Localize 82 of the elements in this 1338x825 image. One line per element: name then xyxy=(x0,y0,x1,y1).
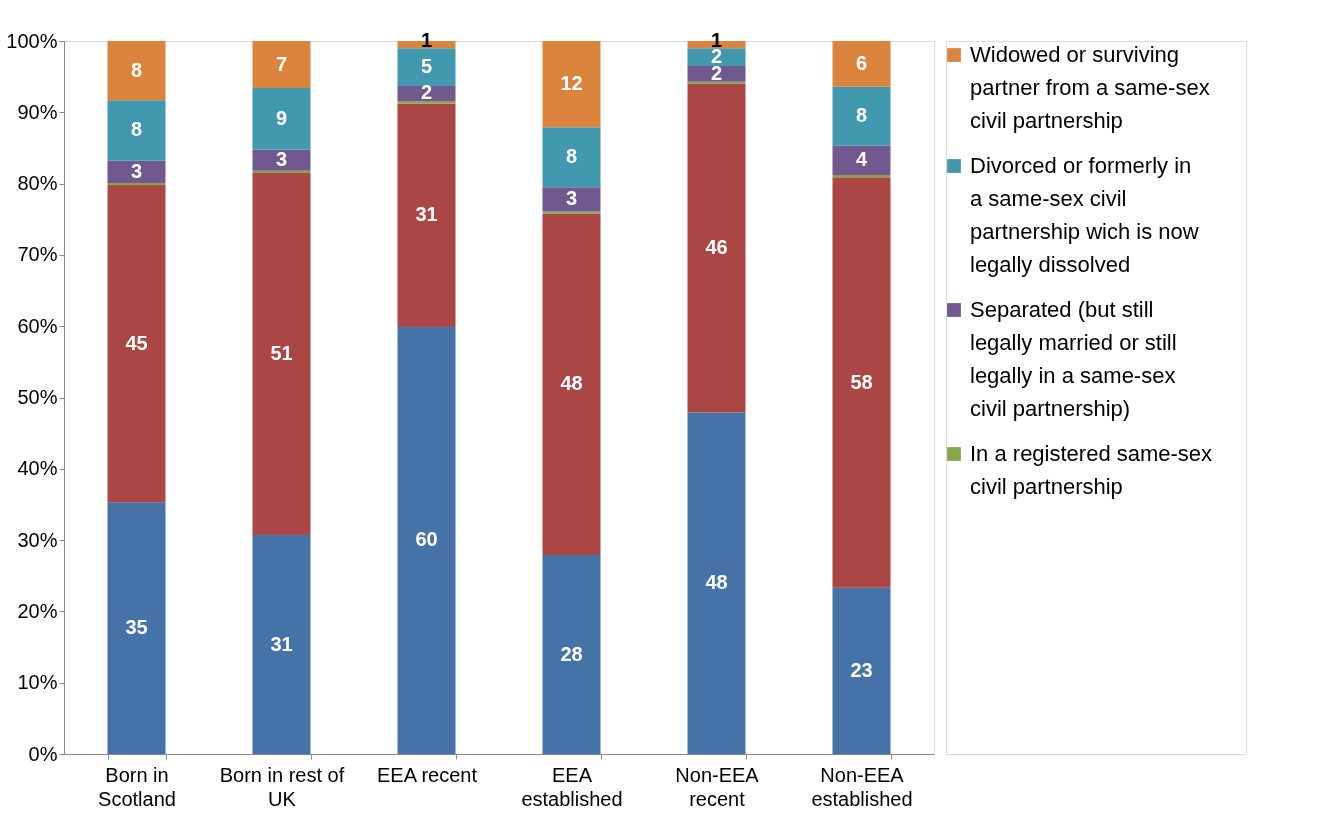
bar xyxy=(542,41,601,128)
data-label: 46 xyxy=(705,236,728,259)
legend-label: Divorced or formerly in a same-sex civil partnership wich is now legally dissolved xyxy=(970,153,1199,277)
data-label: 8 xyxy=(565,145,578,168)
data-label: 8 xyxy=(130,58,143,81)
y-tick-label: 100% xyxy=(6,29,58,52)
bar xyxy=(107,502,166,754)
x-tick-label: Born in Scotland xyxy=(98,763,176,810)
bar xyxy=(252,170,311,173)
bar xyxy=(832,41,891,87)
y-tick-label: 80% xyxy=(17,172,58,195)
bar xyxy=(107,41,166,101)
data-label: 8 xyxy=(855,104,868,127)
bar xyxy=(397,85,456,101)
data-label: 48 xyxy=(560,372,583,395)
x-tick-label: Non-EEA established xyxy=(811,763,913,810)
data-label: 48 xyxy=(705,571,728,594)
bar xyxy=(687,81,746,84)
data-label: 60 xyxy=(415,528,438,551)
legend-label: Separated (but still legally married or still legally in a same-sex civil partnership) xyxy=(970,297,1177,421)
data-label: 28 xyxy=(560,642,583,665)
y-tick-label: 20% xyxy=(17,599,58,622)
bar xyxy=(397,326,456,754)
x-tick-label: EEA recent xyxy=(376,763,478,786)
bar xyxy=(542,213,601,556)
bar xyxy=(252,535,311,754)
y-tick-label: 90% xyxy=(17,100,58,123)
bar xyxy=(252,41,311,89)
y-tick-label: 10% xyxy=(17,671,58,694)
data-label: 8 xyxy=(130,118,143,141)
bar xyxy=(252,172,311,536)
data-label: 1 xyxy=(420,29,433,51)
y-tick-label: 40% xyxy=(17,457,58,480)
data-label: 3 xyxy=(565,187,578,210)
y-tick-label: 0% xyxy=(28,742,58,765)
bar xyxy=(397,100,456,104)
bar xyxy=(832,175,891,178)
bar xyxy=(687,48,746,66)
bar xyxy=(542,555,601,754)
bar xyxy=(687,83,746,413)
data-label: 31 xyxy=(270,632,293,655)
bar xyxy=(107,100,166,161)
data-label: 4 xyxy=(855,148,868,171)
data-label: 58 xyxy=(850,370,873,393)
data-label: 9 xyxy=(275,106,288,129)
bar xyxy=(542,211,601,214)
data-label: 3 xyxy=(275,148,288,171)
data-label: 51 xyxy=(270,342,293,365)
bar xyxy=(107,160,166,183)
bar xyxy=(832,145,891,176)
bar xyxy=(252,88,311,150)
bar xyxy=(832,587,891,754)
bar xyxy=(832,177,891,588)
x-tick-label: Born in rest of UK xyxy=(219,763,345,810)
bar xyxy=(542,187,601,212)
data-label: 2 xyxy=(420,81,433,104)
bar xyxy=(832,86,891,146)
y-tick-label: 70% xyxy=(17,243,58,266)
data-label: 5 xyxy=(420,55,433,78)
data-label: 31 xyxy=(415,203,438,226)
bar xyxy=(397,48,456,86)
bar xyxy=(107,185,166,503)
data-label: 7 xyxy=(275,52,288,75)
legend-label: Widowed or surviving partner from a same-sex civil partnership xyxy=(970,42,1210,133)
y-tick-label: 50% xyxy=(17,386,58,408)
bar xyxy=(252,149,311,171)
bar xyxy=(397,103,456,327)
data-label: 6 xyxy=(855,51,868,74)
y-tick-label: 30% xyxy=(17,528,58,551)
data-label: 35 xyxy=(125,616,148,639)
data-label: 23 xyxy=(850,658,873,681)
x-tick-label: EEA established xyxy=(521,763,623,810)
bar xyxy=(687,412,746,754)
legend-label: In a registered same-sex civil partnership xyxy=(970,441,1213,499)
data-label: 45 xyxy=(125,331,148,354)
x-tick-label: Non-EEA recent xyxy=(675,763,760,810)
y-tick-label: 60% xyxy=(17,314,58,337)
bar xyxy=(542,127,601,188)
data-label: 12 xyxy=(560,72,583,95)
data-label: 3 xyxy=(130,159,143,182)
bar xyxy=(687,65,746,82)
bar xyxy=(107,182,166,186)
